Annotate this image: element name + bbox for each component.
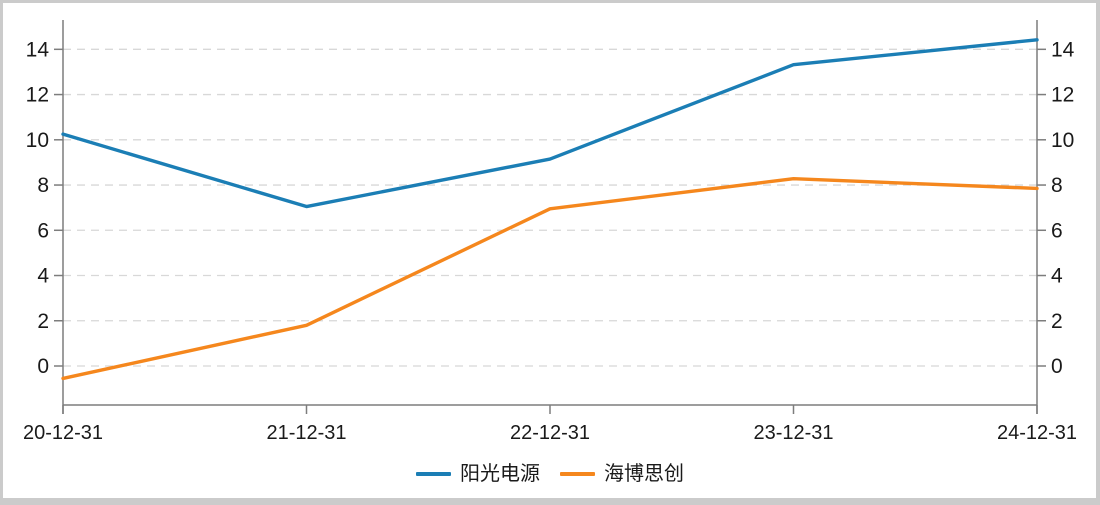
legend-label-series-1: 海博思创 (604, 463, 684, 485)
y-axis-tick-label-left: 0 (37, 355, 49, 378)
x-axis-tick-label: 21-12-31 (266, 422, 346, 444)
legend-line-icon-series-1 (560, 472, 595, 476)
series-line-0 (61, 38, 1039, 209)
y-axis-tick-label-right: 2 (1051, 310, 1063, 333)
legend-line-icon-series-0 (416, 472, 451, 476)
y-axis-tick-label-left: 4 (37, 265, 49, 288)
y-axis-tick-label-left: 14 (26, 38, 50, 61)
y-axis-tick-label-left: 2 (37, 310, 49, 333)
y-axis-tick-label-right: 0 (1051, 355, 1063, 378)
y-axis-tick-label-left: 12 (26, 84, 49, 107)
y-axis-tick-label-left: 6 (37, 219, 49, 242)
y-axis-tick-label-left: 10 (26, 129, 49, 152)
y-axis-tick-label-right: 12 (1051, 84, 1074, 107)
legend-item-series-0[interactable]: 阳光电源 (416, 464, 540, 484)
x-axis-tick-label: 22-12-31 (510, 422, 590, 444)
x-axis-tick-label: 20-12-31 (23, 422, 103, 444)
y-axis-tick-label-right: 10 (1051, 129, 1074, 152)
series-line-1 (61, 177, 1039, 381)
legend-label-series-0: 阳光电源 (460, 463, 540, 485)
y-axis-tick-label-right: 8 (1051, 174, 1063, 197)
x-axis-tick-label: 24-12-31 (997, 422, 1077, 444)
chart-legend: 阳光电源 海博思创 (0, 459, 1100, 489)
y-axis-tick-label-left: 8 (37, 174, 49, 197)
y-axis-tick-label-right: 6 (1051, 219, 1063, 242)
y-axis-tick-label-right: 4 (1051, 265, 1063, 288)
x-axis-tick-label: 23-12-31 (753, 422, 833, 444)
y-axis-tick-label-right: 14 (1051, 38, 1075, 61)
legend-item-series-1[interactable]: 海博思创 (560, 464, 684, 484)
